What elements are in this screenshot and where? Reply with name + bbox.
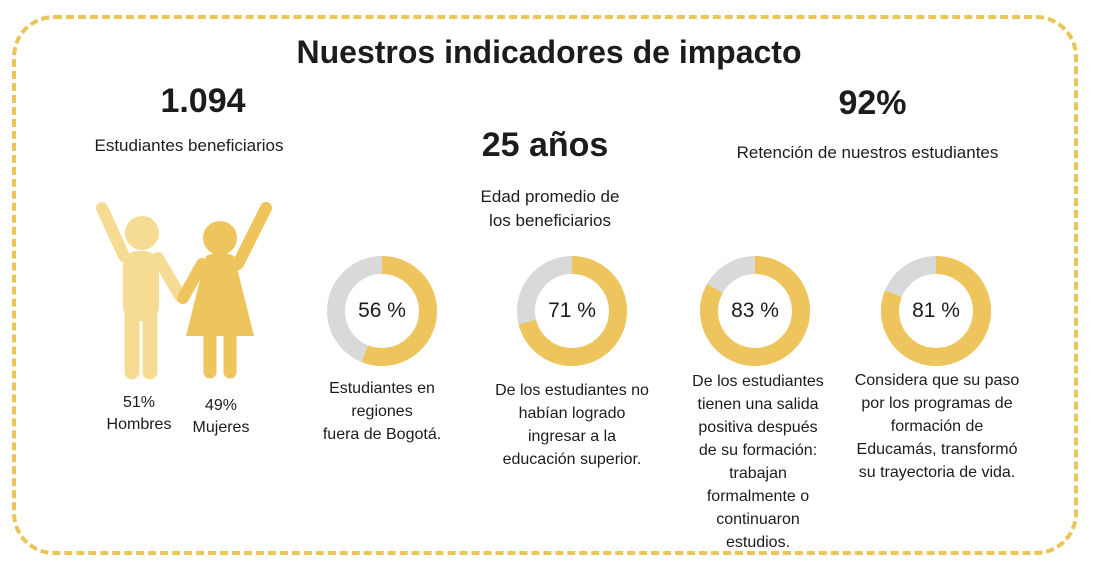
donut-higher-ed-description: De los estudiantes no habían logrado ing… (495, 382, 649, 468)
stat-students-label: Estudiantes beneficiarios (94, 136, 284, 155)
people-figure-icon (96, 202, 272, 380)
gender-men-label: Hombres (106, 416, 172, 433)
donut-positive-outcome: 83 % (699, 255, 811, 367)
page-title: Nuestros indicadores de impacto (296, 34, 802, 70)
donut-regions: 56 % (326, 255, 438, 367)
stat-retention-label: Retención de nuestros estudiantes (736, 143, 999, 162)
donut-life-change-value: 81 % (912, 299, 960, 322)
dashed-frame (12, 15, 1078, 555)
donut-positive-outcome-description: De los estudiantes tienen una salida pos… (692, 373, 824, 551)
donut-regions-description: Estudiantes en regiones fuera de Bogotá. (322, 380, 442, 443)
donut-arc (327, 256, 437, 366)
donut-higher-ed: 71 % (516, 255, 628, 367)
stat-students-value: 1.094 (160, 82, 246, 120)
gender-women-percent: 49% (204, 397, 238, 414)
gender-women-label: Mujeres (192, 419, 250, 436)
donut-higher-ed-value: 71 % (548, 299, 596, 322)
donut-life-change: 81 % (880, 255, 992, 367)
stat-retention-value: 92% (838, 84, 907, 122)
donut-arc (517, 256, 627, 366)
gender-men-percent: 51% (122, 394, 156, 411)
stat-age-label: Edad promedio de los beneficiarios (480, 187, 620, 230)
donut-arc (881, 256, 991, 366)
donut-positive-outcome-value: 83 % (731, 299, 779, 322)
donut-arc (700, 256, 810, 366)
donut-regions-value: 56 % (358, 299, 406, 322)
stat-age-value: 25 años (481, 126, 609, 164)
donut-life-change-description: Considera que su paso por los programas … (854, 372, 1020, 481)
